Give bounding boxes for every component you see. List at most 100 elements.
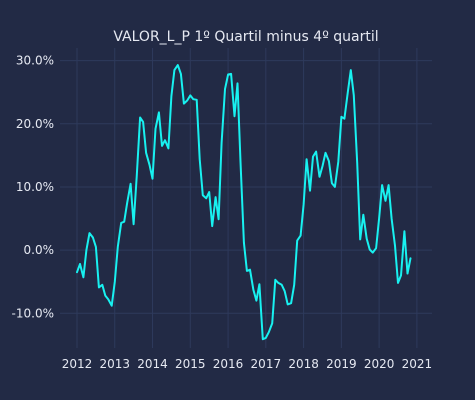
data-point [142, 121, 144, 123]
x-tick-label: 2018 [288, 357, 319, 371]
data-point [117, 246, 119, 248]
data-point [274, 279, 276, 281]
data-point [107, 298, 109, 300]
y-tick-label: 0.0% [24, 243, 55, 257]
data-point [309, 190, 311, 192]
data-point [236, 82, 239, 84]
data-point [239, 161, 242, 163]
data-point [88, 232, 91, 234]
data-point [315, 150, 317, 153]
y-tick-label: 20.0% [16, 117, 54, 131]
data-point [397, 282, 399, 284]
data-point [82, 276, 85, 278]
data-point [199, 158, 201, 160]
data-point [208, 191, 210, 193]
data-point [126, 202, 128, 204]
data-point [214, 196, 217, 198]
data-point [173, 69, 176, 71]
data-point [331, 182, 333, 184]
data-point [161, 145, 163, 147]
data-point [95, 246, 97, 248]
data-point [296, 240, 298, 242]
y-tick-label: 30.0% [16, 54, 54, 68]
data-point [76, 271, 78, 273]
data-point [224, 88, 226, 90]
data-point [324, 152, 327, 154]
data-point [123, 221, 125, 223]
data-point [221, 142, 223, 144]
data-point [246, 270, 248, 272]
data-point [111, 305, 113, 307]
data-point [249, 269, 251, 271]
data-point [180, 73, 182, 75]
data-point [145, 152, 147, 154]
data-point [183, 102, 185, 105]
data-point [403, 230, 406, 232]
data-point [384, 200, 387, 202]
data-point [372, 252, 374, 254]
data-point [299, 234, 302, 237]
data-point [252, 289, 254, 291]
data-point [293, 284, 295, 286]
data-point [130, 183, 132, 185]
data-point [101, 284, 103, 286]
data-point [334, 186, 336, 188]
data-point [255, 300, 257, 302]
data-point [394, 245, 396, 247]
data-point [243, 241, 245, 244]
data-point [158, 111, 160, 114]
grid [60, 48, 432, 348]
data-point [375, 247, 377, 249]
data-point [406, 272, 409, 275]
data-point [390, 217, 393, 220]
data-point [233, 115, 236, 117]
data-point [381, 184, 383, 186]
data-point [350, 69, 352, 71]
data-point [366, 238, 368, 240]
data-point [262, 338, 264, 340]
x-tick-label: 2019 [326, 357, 357, 371]
x-tick-label: 2021 [402, 357, 433, 371]
data-point [369, 248, 371, 251]
data-point [230, 73, 232, 75]
data-point [92, 236, 94, 239]
plot-area [60, 48, 432, 348]
data-point [265, 337, 267, 339]
data-point [177, 64, 179, 66]
data-point [227, 73, 229, 76]
data-point [409, 257, 412, 259]
data-point [284, 290, 286, 292]
data-point [218, 218, 220, 220]
data-point [387, 184, 390, 186]
y-axis: -10.0% 0.0% 10.0% 20.0% 30.0% [12, 54, 54, 321]
data-point [347, 91, 349, 93]
data-point [154, 128, 157, 130]
data-point [306, 158, 308, 160]
data-point [287, 303, 289, 306]
data-point [356, 162, 358, 164]
data-point [268, 331, 270, 333]
data-point [258, 283, 261, 285]
data-point [202, 194, 204, 196]
data-point [205, 197, 207, 199]
data-point [312, 156, 314, 158]
data-point [85, 249, 88, 251]
data-point [104, 294, 106, 297]
data-point [353, 94, 355, 96]
data-point [211, 225, 213, 227]
data-point [98, 286, 100, 288]
data-point [362, 214, 364, 216]
data-point [170, 95, 173, 97]
x-tick-label: 2017 [251, 357, 282, 371]
data-point [277, 282, 279, 284]
data-point [271, 322, 273, 324]
data-point [378, 217, 380, 220]
x-tick-label: 2013 [99, 357, 130, 371]
data-point [321, 165, 324, 167]
data-point [120, 222, 122, 224]
y-tick-label: -10.0% [12, 306, 54, 320]
data-point [148, 164, 151, 166]
data-point [164, 139, 166, 141]
data-point [337, 161, 339, 163]
